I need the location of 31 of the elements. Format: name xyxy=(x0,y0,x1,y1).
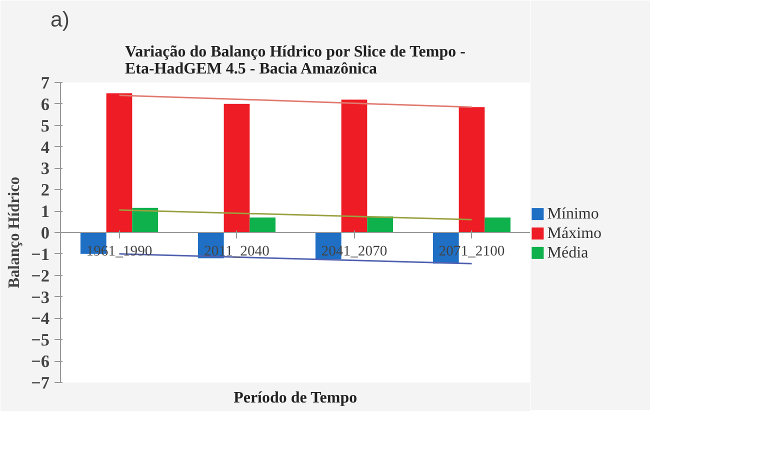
legend-label: Máximo xyxy=(547,224,602,242)
x-axis-title: Período de Tempo xyxy=(234,390,358,406)
bar xyxy=(106,93,132,232)
y-tick-label: 1 xyxy=(40,202,50,222)
y-tick-label: 5 xyxy=(40,116,50,136)
y-tick-label: 3 xyxy=(40,159,50,178)
y-tick-label: 7 xyxy=(40,74,50,92)
y-tick-label: 6 xyxy=(40,94,50,114)
y-tick-label: −1 xyxy=(30,244,50,264)
text: a) xyxy=(50,8,70,32)
y-tick-label: 0 xyxy=(40,224,50,242)
y-tick-label: −2 xyxy=(30,266,50,286)
bar xyxy=(458,107,485,232)
y-axis-title: Balanço Hídrico xyxy=(6,176,23,288)
y-tick-label: −4 xyxy=(30,309,50,328)
legend-label: Média xyxy=(547,244,588,262)
bar xyxy=(250,218,276,232)
legend-label: Mínimo xyxy=(547,206,599,223)
bar xyxy=(484,218,511,232)
line-series xyxy=(118,209,472,220)
bar xyxy=(224,104,250,232)
y-tick-label: 2 xyxy=(40,180,50,200)
bar xyxy=(132,208,158,232)
y-tick-label: −6 xyxy=(30,352,50,372)
y-tick-label: −3 xyxy=(30,288,50,307)
line-series xyxy=(118,94,472,108)
bar xyxy=(341,100,368,232)
y-tick-label: −5 xyxy=(30,330,50,350)
y-tick-label: 4 xyxy=(40,138,50,157)
y-tick-label: −7 xyxy=(30,374,50,392)
chart-title: Variação do Balanço Hídrico por Slice de Tempo - Eta-HadGEM 4.5 - Bacia Amazônica xyxy=(124,44,466,78)
